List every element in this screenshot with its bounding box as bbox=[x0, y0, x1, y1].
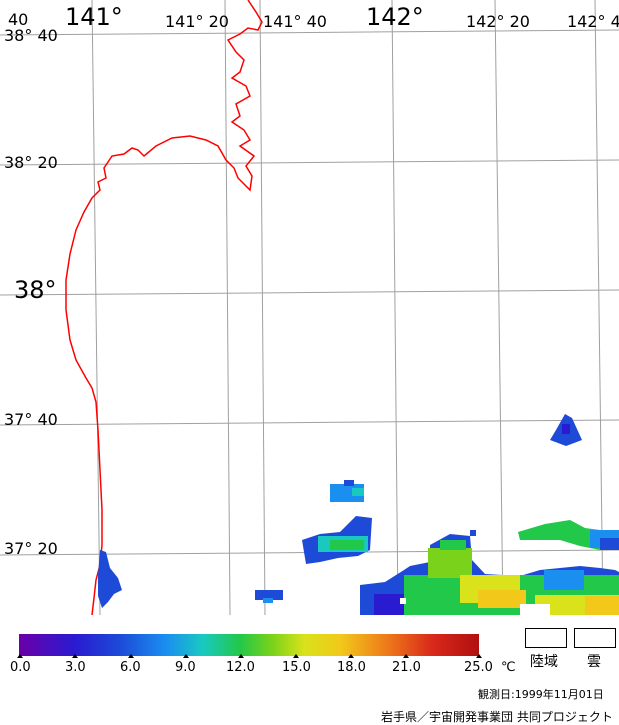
colorbar-tick-mark bbox=[183, 654, 189, 658]
lat-label-37-20: 37° 20 bbox=[4, 539, 58, 558]
lon-label-142-40: 142° 4 bbox=[567, 12, 619, 31]
lon-label-141-40: 141° 40 bbox=[263, 12, 327, 31]
land-legend-swatch bbox=[525, 628, 567, 648]
land-legend-label: 陸域 bbox=[530, 654, 558, 670]
cloud-legend-label: 雲 bbox=[587, 654, 601, 670]
colorbar-tick-label: 18.0 bbox=[337, 660, 366, 675]
colorbar-tick-mark bbox=[476, 654, 482, 658]
colorbar-tick-mark bbox=[72, 654, 78, 658]
colorbar-tick-label: 3.0 bbox=[65, 660, 86, 675]
colorbar-tick-mark bbox=[128, 654, 134, 658]
colorbar-unit: ℃ bbox=[501, 660, 516, 675]
sst-patches bbox=[98, 414, 619, 615]
colorbar-tick-label: 6.0 bbox=[120, 660, 141, 675]
credit-line: 岩手県／宇宙開発事業団 共同プロジェクト bbox=[381, 710, 613, 724]
lon-label-142: 142° bbox=[366, 3, 424, 31]
observation-date: 観測日:1999年11月01日 bbox=[478, 688, 604, 701]
colorbar-tick-label: 15.0 bbox=[282, 660, 311, 675]
colorbar-tick-label: 0.0 bbox=[10, 660, 31, 675]
lat-label-37-40: 37° 40 bbox=[4, 410, 58, 429]
lon-label-142-20: 142° 20 bbox=[466, 12, 530, 31]
colorbar-tick-label: 9.0 bbox=[175, 660, 196, 675]
colorbar-tick-label: 21.0 bbox=[392, 660, 421, 675]
temperature-colorbar bbox=[19, 634, 479, 656]
lon-label-141: 141° bbox=[65, 3, 123, 31]
lat-label-38-40: 38° 40 bbox=[4, 26, 58, 45]
lon-label-140-40: 40 bbox=[8, 10, 29, 29]
colorbar-tick-mark bbox=[403, 654, 409, 658]
colorbar-tick-label: 12.0 bbox=[226, 660, 255, 675]
lat-label-38: 38° bbox=[14, 276, 57, 304]
colorbar-tick-mark bbox=[17, 654, 23, 658]
lat-label-38-20: 38° 20 bbox=[4, 153, 58, 172]
colorbar-tick-label: 25.0 bbox=[464, 660, 493, 675]
colorbar-tick-mark bbox=[238, 654, 244, 658]
colorbar-tick-mark bbox=[293, 654, 299, 658]
sea-surface-temperature-map bbox=[0, 0, 619, 615]
cloud-legend-swatch bbox=[574, 628, 616, 648]
graticule bbox=[0, 0, 619, 615]
lon-label-141-20: 141° 20 bbox=[165, 12, 229, 31]
colorbar-tick-mark bbox=[348, 654, 354, 658]
coastline bbox=[65, 0, 263, 615]
